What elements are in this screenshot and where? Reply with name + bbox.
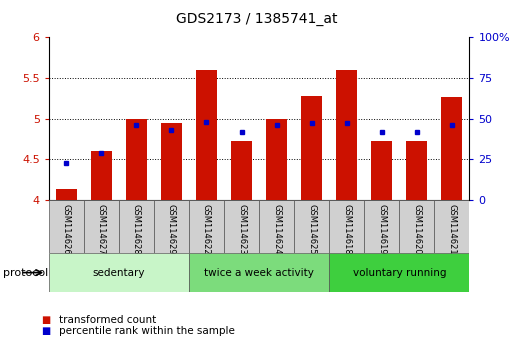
Text: GSM114619: GSM114619	[377, 204, 386, 255]
Bar	[399, 200, 435, 253]
Bar	[329, 253, 469, 292]
Bar	[56, 189, 77, 200]
Bar	[441, 97, 462, 200]
Bar	[126, 119, 147, 200]
Bar	[301, 96, 322, 200]
Text: GSM114624: GSM114624	[272, 204, 281, 255]
Bar	[196, 70, 217, 200]
Bar	[189, 200, 224, 253]
Bar	[364, 200, 399, 253]
Bar	[154, 200, 189, 253]
Text: ■: ■	[41, 315, 50, 325]
Text: GSM114626: GSM114626	[62, 204, 71, 255]
Text: GDS2173 / 1385741_at: GDS2173 / 1385741_at	[176, 12, 337, 27]
Bar	[406, 141, 427, 200]
Bar	[161, 123, 182, 200]
Text: GSM114621: GSM114621	[447, 204, 457, 255]
Bar	[224, 200, 259, 253]
Bar	[189, 253, 329, 292]
Bar	[84, 200, 119, 253]
Text: ■: ■	[41, 326, 50, 336]
Bar	[329, 200, 364, 253]
Text: twice a week activity: twice a week activity	[204, 268, 314, 278]
Bar	[266, 119, 287, 200]
Bar	[231, 141, 252, 200]
Bar	[259, 200, 294, 253]
Text: GSM114628: GSM114628	[132, 204, 141, 255]
Text: GSM114622: GSM114622	[202, 204, 211, 255]
Text: GSM114629: GSM114629	[167, 204, 176, 255]
Bar	[371, 141, 392, 200]
Text: GSM114618: GSM114618	[342, 204, 351, 255]
Text: voluntary running: voluntary running	[352, 268, 446, 278]
Text: GSM114623: GSM114623	[237, 204, 246, 255]
Bar	[294, 200, 329, 253]
Bar	[336, 70, 357, 200]
Bar	[49, 253, 189, 292]
Text: GSM114625: GSM114625	[307, 204, 316, 255]
Text: sedentary: sedentary	[92, 268, 145, 278]
Text: transformed count: transformed count	[59, 315, 156, 325]
Text: GSM114627: GSM114627	[97, 204, 106, 255]
Bar	[91, 151, 112, 200]
Bar	[435, 200, 469, 253]
Text: percentile rank within the sample: percentile rank within the sample	[59, 326, 235, 336]
Bar	[119, 200, 154, 253]
Text: GSM114620: GSM114620	[412, 204, 421, 255]
Bar	[49, 200, 84, 253]
Text: protocol: protocol	[3, 268, 48, 278]
